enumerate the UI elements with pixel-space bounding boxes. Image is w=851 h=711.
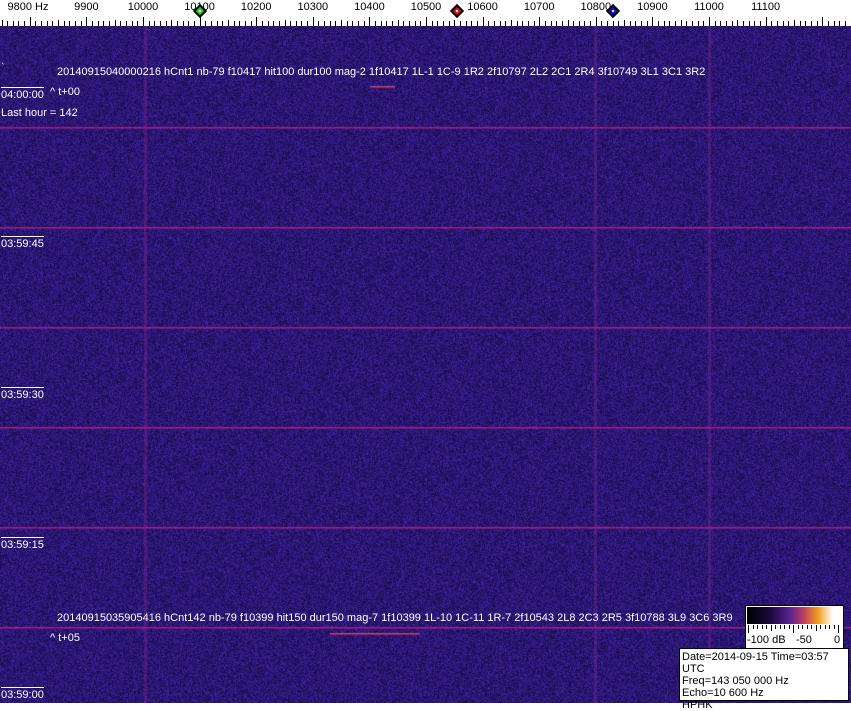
ruler-tick — [256, 17, 257, 26]
frequency-unit-label: 9800 Hz — [8, 1, 49, 13]
color-gradient — [747, 607, 842, 624]
tick-mark: ` — [1, 62, 5, 74]
time-label: 03:59:15 — [1, 537, 44, 551]
ruler-tick — [143, 17, 144, 26]
frequency-label: 10400 — [354, 1, 385, 13]
ruler-tick — [483, 17, 484, 26]
scale-tick — [807, 625, 808, 629]
frequency-label: 11100 — [751, 1, 780, 13]
scale-label-mid: -50 — [796, 634, 812, 646]
scale-tick — [811, 625, 812, 629]
frequency-text: Freq=143 050 000 Hz — [682, 675, 848, 687]
frequency-label: 10500 — [411, 1, 442, 13]
ruler-tick — [313, 17, 314, 26]
ruler-tick — [369, 17, 370, 26]
scale-tick — [762, 625, 763, 629]
frequency-label: 10200 — [241, 1, 272, 13]
frequency-label: 10600 — [467, 1, 498, 13]
scale-tick — [838, 625, 839, 633]
frequency-label: 10300 — [298, 1, 329, 13]
scale-tick — [825, 625, 826, 629]
frequency-label: 11000 — [694, 1, 724, 13]
scale-tick — [757, 625, 758, 629]
color-scale: -100 dB -50 0 — [745, 605, 844, 649]
scale-label-max: 0 — [834, 634, 840, 646]
scale-tick — [834, 625, 835, 629]
ruler-tick — [539, 17, 540, 26]
frequency-label: 10700 — [524, 1, 555, 13]
scale-tick — [829, 625, 830, 629]
frequency-ruler: 9800 Hz 99001000010100102001030010400105… — [0, 0, 851, 26]
scale-label-min: -100 dB — [747, 634, 786, 646]
datetime-text: Date=2014-09-15 Time=03:57 UTC — [682, 651, 848, 675]
scale-tick — [771, 625, 772, 631]
waterfall-display[interactable] — [0, 26, 851, 703]
scale-tick — [780, 625, 781, 629]
scale-tick — [793, 625, 794, 633]
ruler-tick — [652, 17, 653, 26]
time-offset-bottom: ^ t+05 — [50, 632, 80, 644]
time-label: 03:59:45 — [1, 236, 44, 250]
scale-tick — [798, 625, 799, 629]
frequency-label: 10900 — [637, 1, 668, 13]
detection-info-top: 20140915040000216 hCnt1 nb-79 f10417 hit… — [57, 66, 705, 78]
echo-text: Echo=10 600 Hz — [682, 687, 848, 699]
ruler-tick — [200, 17, 201, 26]
time-label: 04:00:00 — [1, 87, 44, 101]
scale-tick — [775, 625, 776, 629]
ruler-tick — [709, 17, 710, 26]
time-label: 03:59:30 — [1, 387, 44, 401]
frequency-label: 10000 — [128, 1, 159, 13]
scale-tick — [816, 625, 817, 631]
time-label: 03:59:00 — [1, 687, 44, 701]
red-marker-icon[interactable] — [450, 4, 464, 18]
scale-tick — [748, 625, 749, 633]
scale-tick — [802, 625, 803, 629]
last-hour-count: Last hour = 142 — [1, 107, 78, 119]
scale-tick — [789, 625, 790, 629]
station-text: HPHK — [682, 699, 848, 711]
frequency-label: 9900 — [74, 1, 98, 13]
detection-info-bottom: 20140915035905416 hCnt142 nb-79 f10399 h… — [57, 612, 733, 624]
time-offset-top: ^ t+00 — [50, 86, 80, 98]
ruler-tick — [86, 17, 87, 26]
scale-tick — [784, 625, 785, 629]
ruler-tick — [766, 17, 767, 26]
ruler-tick — [426, 17, 427, 26]
ruler-tick — [30, 17, 31, 26]
ruler-tick — [822, 17, 823, 26]
scale-tick — [820, 625, 821, 629]
scale-tick — [753, 625, 754, 629]
ruler-tick — [596, 17, 597, 26]
scale-tick — [766, 625, 767, 629]
info-box: Date=2014-09-15 Time=03:57 UTC Freq=143 … — [679, 648, 849, 701]
